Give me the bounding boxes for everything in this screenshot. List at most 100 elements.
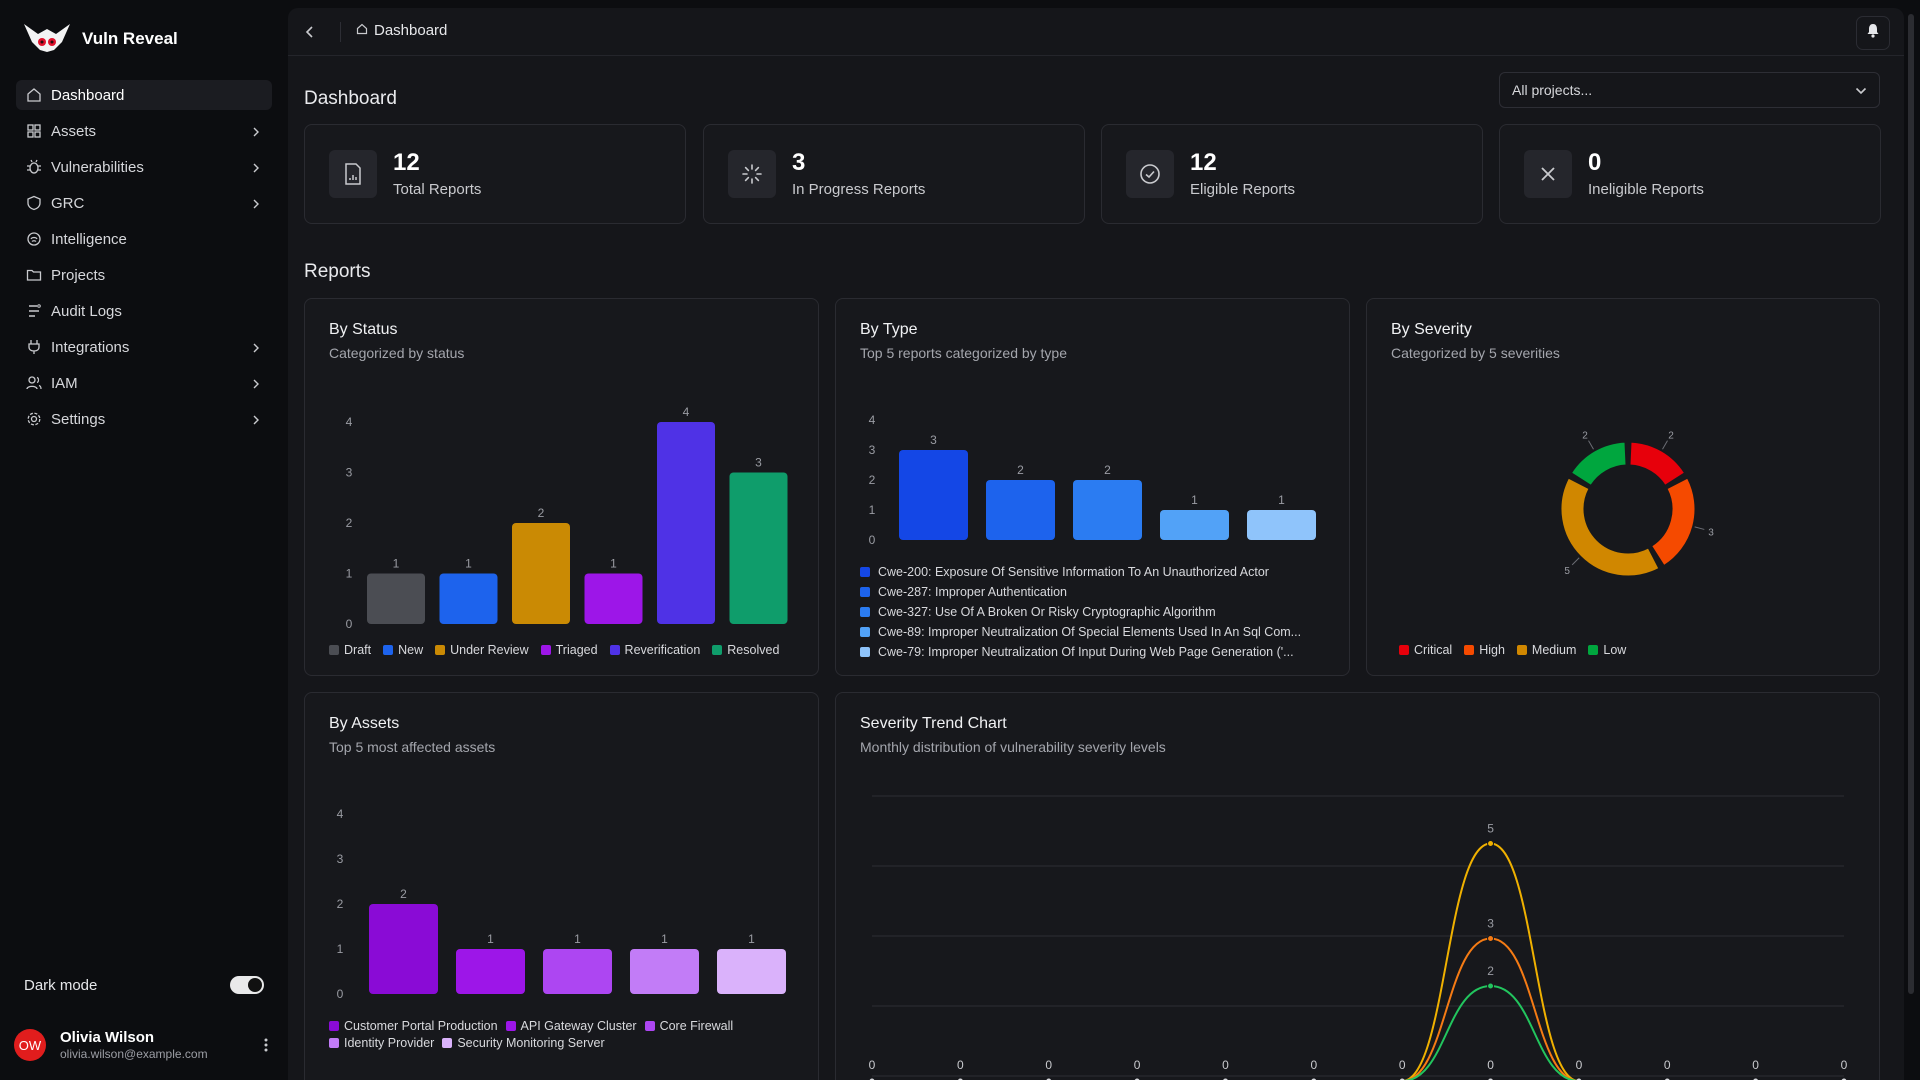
legend-item[interactable]: High [1464, 643, 1505, 657]
y-tick-label: 4 [337, 807, 344, 821]
assets-bar-chart: 0 1 2 3 4 2 1 1 1 1 [337, 807, 786, 1001]
legend-item[interactable]: Cwe-79: Improper Neutralization Of Input… [860, 642, 1335, 662]
dark-mode-row: Dark mode [24, 976, 264, 994]
legend-item[interactable]: Low [1588, 643, 1626, 657]
legend-label: Cwe-200: Exposure Of Sensitive Informati… [878, 565, 1269, 579]
card-subtitle: Top 5 reports categorized by type [860, 345, 1068, 361]
donut-slice [1571, 441, 1627, 486]
legend-item[interactable]: Under Review [435, 643, 529, 657]
users-icon [26, 375, 42, 391]
sidebar-item-audit-logs[interactable]: Audit Logs [16, 296, 272, 326]
peak-value-label: 3 [1487, 917, 1494, 931]
legend-item[interactable]: Cwe-327: Use Of A Broken Or Risky Crypto… [860, 602, 1335, 622]
legend-item[interactable]: Draft [329, 643, 371, 657]
more-vertical-icon[interactable] [258, 1037, 274, 1053]
legend-swatch [329, 1038, 339, 1048]
sidebar-item-projects[interactable]: Projects [16, 260, 272, 290]
user-menu[interactable]: OW Olivia Wilson olivia.wilson@example.c… [14, 1026, 274, 1064]
bar [367, 573, 425, 624]
legend-item[interactable]: Security Monitoring Server [442, 1036, 605, 1050]
legend-item[interactable]: New [383, 643, 423, 657]
point-value-label: 0 [1664, 1058, 1671, 1072]
sidebar-item-assets[interactable]: Assets [16, 116, 272, 146]
legend-item[interactable]: Cwe-89: Improper Neutralization Of Speci… [860, 622, 1335, 642]
legend-label: Identity Provider [344, 1036, 435, 1050]
bar [630, 949, 699, 994]
breadcrumb[interactable]: Dashboard [356, 22, 447, 39]
legend-item[interactable]: API Gateway Cluster [505, 1019, 637, 1033]
bug-icon [26, 159, 42, 175]
series-point [1487, 982, 1495, 990]
series-line [871, 984, 1844, 1080]
legend-item[interactable]: Critical [1399, 643, 1452, 657]
bar [899, 450, 968, 540]
bar-value-label: 1 [748, 932, 755, 946]
topbar: Dashboard [288, 8, 1904, 56]
point-value-label: 0 [1045, 1058, 1052, 1072]
chevron-left-icon[interactable] [300, 22, 320, 42]
sidebar-item-label: Audit Logs [51, 302, 122, 320]
bar-value-label: 1 [574, 932, 581, 946]
scrollbar[interactable] [1908, 14, 1914, 994]
project-select[interactable]: All projects... [1499, 72, 1880, 108]
legend-item[interactable]: Reverification [609, 643, 700, 657]
legend-item[interactable]: Resolved [712, 643, 779, 657]
series-line [871, 937, 1844, 1080]
sidebar-item-grc[interactable]: GRC [16, 188, 272, 218]
legend-swatch [1464, 645, 1475, 655]
sidebar-item-iam[interactable]: IAM [16, 368, 272, 398]
legend-swatch [860, 627, 870, 637]
main-panel: Dashboard Dashboard All projects... 1 2 T… [288, 8, 1904, 1080]
sidebar-item-intelligence[interactable]: Intelligence [16, 224, 272, 254]
slice-value-label: 3 [1708, 527, 1714, 538]
bar [369, 904, 438, 994]
chevron-right-icon [250, 341, 262, 353]
shield-icon [26, 195, 42, 211]
sidebar-item-settings[interactable]: Settings [16, 404, 272, 434]
page-title: Dashboard [304, 88, 397, 109]
legend-item[interactable]: Customer Portal Production [329, 1019, 498, 1033]
point-value-label: 0 [1752, 1058, 1759, 1072]
bar-value-label: 4 [683, 405, 690, 419]
dark-mode-toggle[interactable] [230, 976, 264, 994]
app-name: Vuln Reveal [82, 29, 178, 48]
notifications-button[interactable] [1856, 16, 1890, 50]
section-title: Reports [304, 261, 371, 282]
legend-item[interactable]: Medium [1516, 643, 1576, 657]
point-value-label: 0 [1399, 1058, 1406, 1072]
logs-icon [26, 303, 42, 319]
legend-item[interactable]: Core Firewall [644, 1019, 733, 1033]
stat-value: 3 [792, 149, 806, 176]
legend-swatch [860, 647, 870, 657]
bar [657, 422, 715, 624]
sidebar-item-integrations[interactable]: Integrations [16, 332, 272, 362]
series-line [871, 842, 1844, 1080]
divider [340, 22, 341, 42]
legend-item[interactable]: Cwe-200: Exposure Of Sensitive Informati… [860, 562, 1335, 582]
home-icon [356, 22, 368, 39]
legend-swatch [505, 1021, 516, 1031]
bar-value-label: 2 [1017, 463, 1024, 477]
sidebar-item-dashboard[interactable]: Dashboard [16, 80, 272, 110]
legend-label: Cwe-287: Improper Authentication [878, 585, 1067, 599]
bar [456, 949, 525, 994]
chart-card-severity: By Severity Categorized by 5 severities … [1366, 298, 1880, 676]
legend-item[interactable]: Identity Provider [329, 1036, 434, 1050]
point-value-label: 0 [957, 1058, 964, 1072]
slice-label-leader [1694, 526, 1705, 530]
point-value-label: 0 [1222, 1058, 1229, 1072]
brand[interactable]: Vuln Reveal [22, 22, 178, 56]
card-subtitle: Categorized by 5 severities [1391, 345, 1560, 361]
legend-item[interactable]: Triaged [540, 643, 598, 657]
bar [729, 472, 788, 624]
y-tick-label: 3 [346, 466, 353, 480]
slice-value-label: 2 [1668, 431, 1674, 442]
sidebar: Vuln Reveal Dashboard Assets Vulnerabiliti… [0, 0, 288, 1080]
legend-item[interactable]: Cwe-287: Improper Authentication [860, 582, 1335, 602]
intelligence-icon [26, 231, 42, 247]
sidebar-item-label: IAM [51, 374, 78, 392]
sidebar-item-vulnerabilities[interactable]: Vulnerabilities [16, 152, 272, 182]
card-title: By Type [860, 321, 918, 338]
bar-value-label: 1 [610, 557, 617, 571]
chevron-down-icon [1855, 82, 1867, 98]
